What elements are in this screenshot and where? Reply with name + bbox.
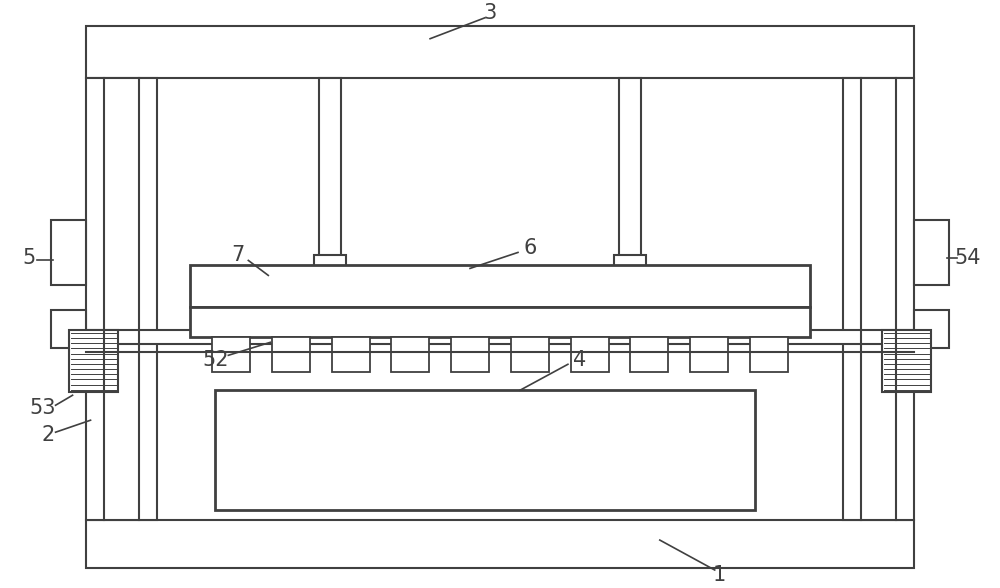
Text: 53: 53 (29, 398, 56, 418)
Bar (571, 338, 609, 372)
Bar (86, 330, 914, 345)
Bar (314, 255, 346, 275)
Text: 2: 2 (42, 425, 55, 445)
Bar (882, 330, 931, 392)
Text: 6: 6 (523, 239, 537, 259)
Bar (843, 78, 914, 520)
Bar (750, 338, 788, 372)
Bar (391, 338, 429, 372)
Text: 5: 5 (22, 248, 35, 269)
Text: 54: 54 (954, 248, 981, 269)
Bar (914, 220, 949, 285)
Bar (614, 255, 646, 275)
Bar (69, 330, 118, 392)
Bar (332, 338, 370, 372)
Text: 3: 3 (483, 3, 497, 23)
Bar (914, 310, 949, 348)
Bar (190, 265, 810, 308)
Bar (511, 338, 549, 372)
Bar (86, 520, 914, 568)
Bar (451, 338, 489, 372)
Text: 52: 52 (202, 350, 229, 370)
Bar (51, 220, 86, 285)
Bar (51, 310, 86, 348)
Bar (690, 338, 728, 372)
Text: 4: 4 (573, 350, 587, 370)
Bar (86, 26, 914, 78)
Text: 1: 1 (713, 565, 726, 585)
Bar (86, 78, 157, 520)
Bar (619, 78, 641, 270)
Bar (272, 338, 310, 372)
Bar (630, 338, 668, 372)
Bar (190, 308, 810, 338)
Bar (212, 338, 250, 372)
Bar (319, 78, 341, 270)
Bar (215, 390, 755, 510)
Text: 7: 7 (232, 245, 245, 265)
